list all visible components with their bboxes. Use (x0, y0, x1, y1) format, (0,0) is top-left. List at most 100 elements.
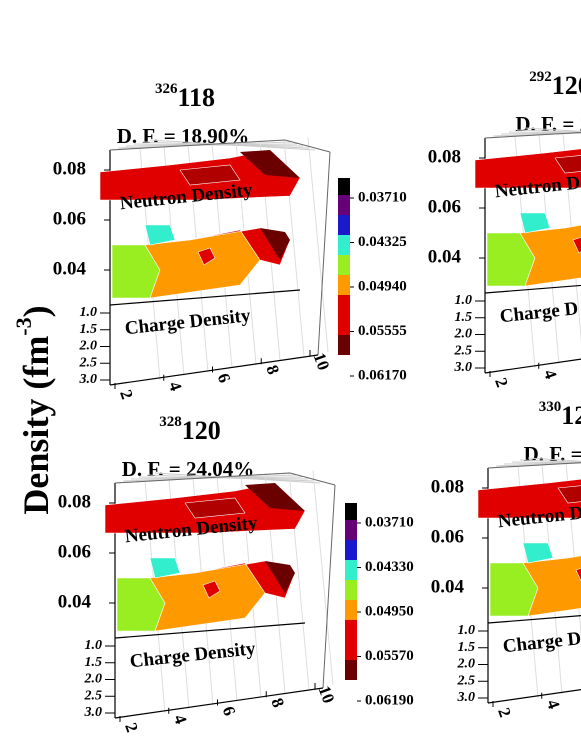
frame-line (495, 462, 581, 467)
frame-line (284, 139, 331, 153)
frame-line (519, 459, 581, 463)
x-tick-label: 10 (310, 350, 334, 372)
lower-surface-red (564, 224, 581, 229)
charge-label: Charge Density (129, 638, 257, 672)
frame-line (317, 151, 331, 356)
y-label-text: Density (fm (16, 336, 56, 515)
neutron-high (557, 485, 581, 504)
x-tick-label: 2 (121, 720, 142, 734)
lower-surface-red-spot (575, 568, 581, 582)
z-tick-label: 0.06 (53, 208, 86, 229)
neutron-surface (477, 478, 581, 519)
neutron-high (554, 155, 581, 174)
colorbar-label: 0.06170 (358, 367, 407, 383)
colorbar-band (338, 195, 350, 215)
depth-tick-label: 2.5 (84, 688, 103, 703)
colorbar-label: 0.04325 (358, 234, 407, 250)
depth-tick-label: 1.0 (85, 638, 103, 653)
colorbar-band (345, 503, 357, 520)
neutron-peak (245, 483, 305, 511)
element-number: 12 (561, 401, 581, 430)
colorbar-label: 0.04950 (365, 603, 414, 619)
x-tick-label: 4 (170, 712, 191, 727)
charge-label: Charge D (499, 298, 579, 327)
colorbar-band (338, 235, 350, 255)
depth-tick-label: 2.0 (84, 672, 103, 687)
lower-surface-dark (265, 561, 295, 593)
frame-line (527, 457, 581, 462)
colorbar-band (338, 178, 350, 195)
colorbar-band (345, 660, 357, 680)
element-number: 120 (182, 416, 221, 445)
mass-number: 328 (159, 414, 182, 430)
neutron-peak (240, 150, 300, 178)
colorbar-label: 0.03710 (358, 189, 407, 205)
frame-line (114, 472, 291, 484)
y-label-exponent: -3 (11, 317, 36, 335)
x-tick-label: 8 (262, 362, 283, 376)
colorbar-label: 0.04940 (358, 278, 407, 294)
panel-title: 33012 (539, 399, 581, 430)
z-tick-label: 0.04 (428, 246, 462, 267)
panel-title: 328120 (159, 414, 221, 445)
depth-tick-label: 2.5 (457, 673, 476, 688)
lower-surface-red (567, 555, 581, 559)
lower-surface-cyan (519, 212, 551, 234)
z-tick-label: 0.08 (53, 158, 86, 179)
frame-line (487, 462, 581, 469)
depth-tick-label: 1.0 (455, 293, 473, 308)
x-tick-label: 4 (540, 367, 561, 382)
neutron-surface (474, 148, 581, 189)
z-tick-label: 0.04 (53, 258, 87, 279)
colorbar-label: 0.05555 (358, 323, 407, 339)
z-tick-label: 0.08 (431, 476, 464, 497)
depth-tick-label: 2.5 (454, 343, 473, 358)
colorbar-band (345, 560, 357, 580)
panel-title: 292120 (529, 69, 581, 100)
depth-tick-label: 3.0 (79, 372, 98, 387)
depth-tick-label: 2.0 (454, 327, 473, 342)
colorbar-band (338, 275, 350, 295)
panel-title: 326118 (155, 81, 215, 112)
element-number: 118 (177, 83, 215, 112)
x-tick-label: 4 (543, 697, 564, 712)
z-tick-label: 0.08 (428, 146, 461, 167)
colorbar-band (345, 600, 357, 620)
x-tick-label: 6 (219, 704, 240, 718)
depth-tick-label: 3.0 (84, 705, 103, 720)
x-tick-label: 6 (214, 371, 235, 385)
z-tick-label: 0.08 (58, 491, 91, 512)
frame-line (149, 139, 316, 151)
depth-tick-label: 3.0 (454, 360, 473, 375)
frame-line (511, 461, 581, 464)
colorbar-band (345, 540, 357, 560)
colorbar-band (338, 255, 350, 275)
frame-line (484, 358, 581, 374)
x-tick-label: 8 (267, 695, 288, 709)
x-tick-label: 10 (315, 683, 339, 705)
panel: 292120D. F. = 230.080.060.041.01.52.02.5… (428, 69, 581, 390)
depth-tick-label: 1.0 (80, 305, 98, 320)
depth-tick-label: 1.5 (455, 310, 473, 325)
z-tick-label: 0.06 (428, 196, 461, 217)
frame-line (484, 132, 581, 139)
frame-line (487, 688, 581, 704)
depth-tick-label: 1.5 (80, 322, 98, 337)
frame-line (312, 470, 334, 686)
x-tick-label: 4 (165, 379, 186, 394)
colorbar-label: 0.06190 (365, 692, 414, 708)
frame-line (487, 615, 581, 624)
y-label-close: ) (16, 305, 56, 317)
z-tick-label: 0.04 (58, 591, 92, 612)
depth-tick-label: 2.5 (79, 355, 98, 370)
frame-line (154, 472, 321, 484)
colorbar-band (345, 620, 357, 660)
colorbar-label: 0.05570 (365, 648, 414, 664)
depth-tick-label: 1.0 (458, 623, 476, 638)
z-tick-label: 0.06 (431, 526, 464, 547)
colorbar-label: 0.03710 (365, 514, 414, 530)
neutron-high (179, 164, 241, 186)
